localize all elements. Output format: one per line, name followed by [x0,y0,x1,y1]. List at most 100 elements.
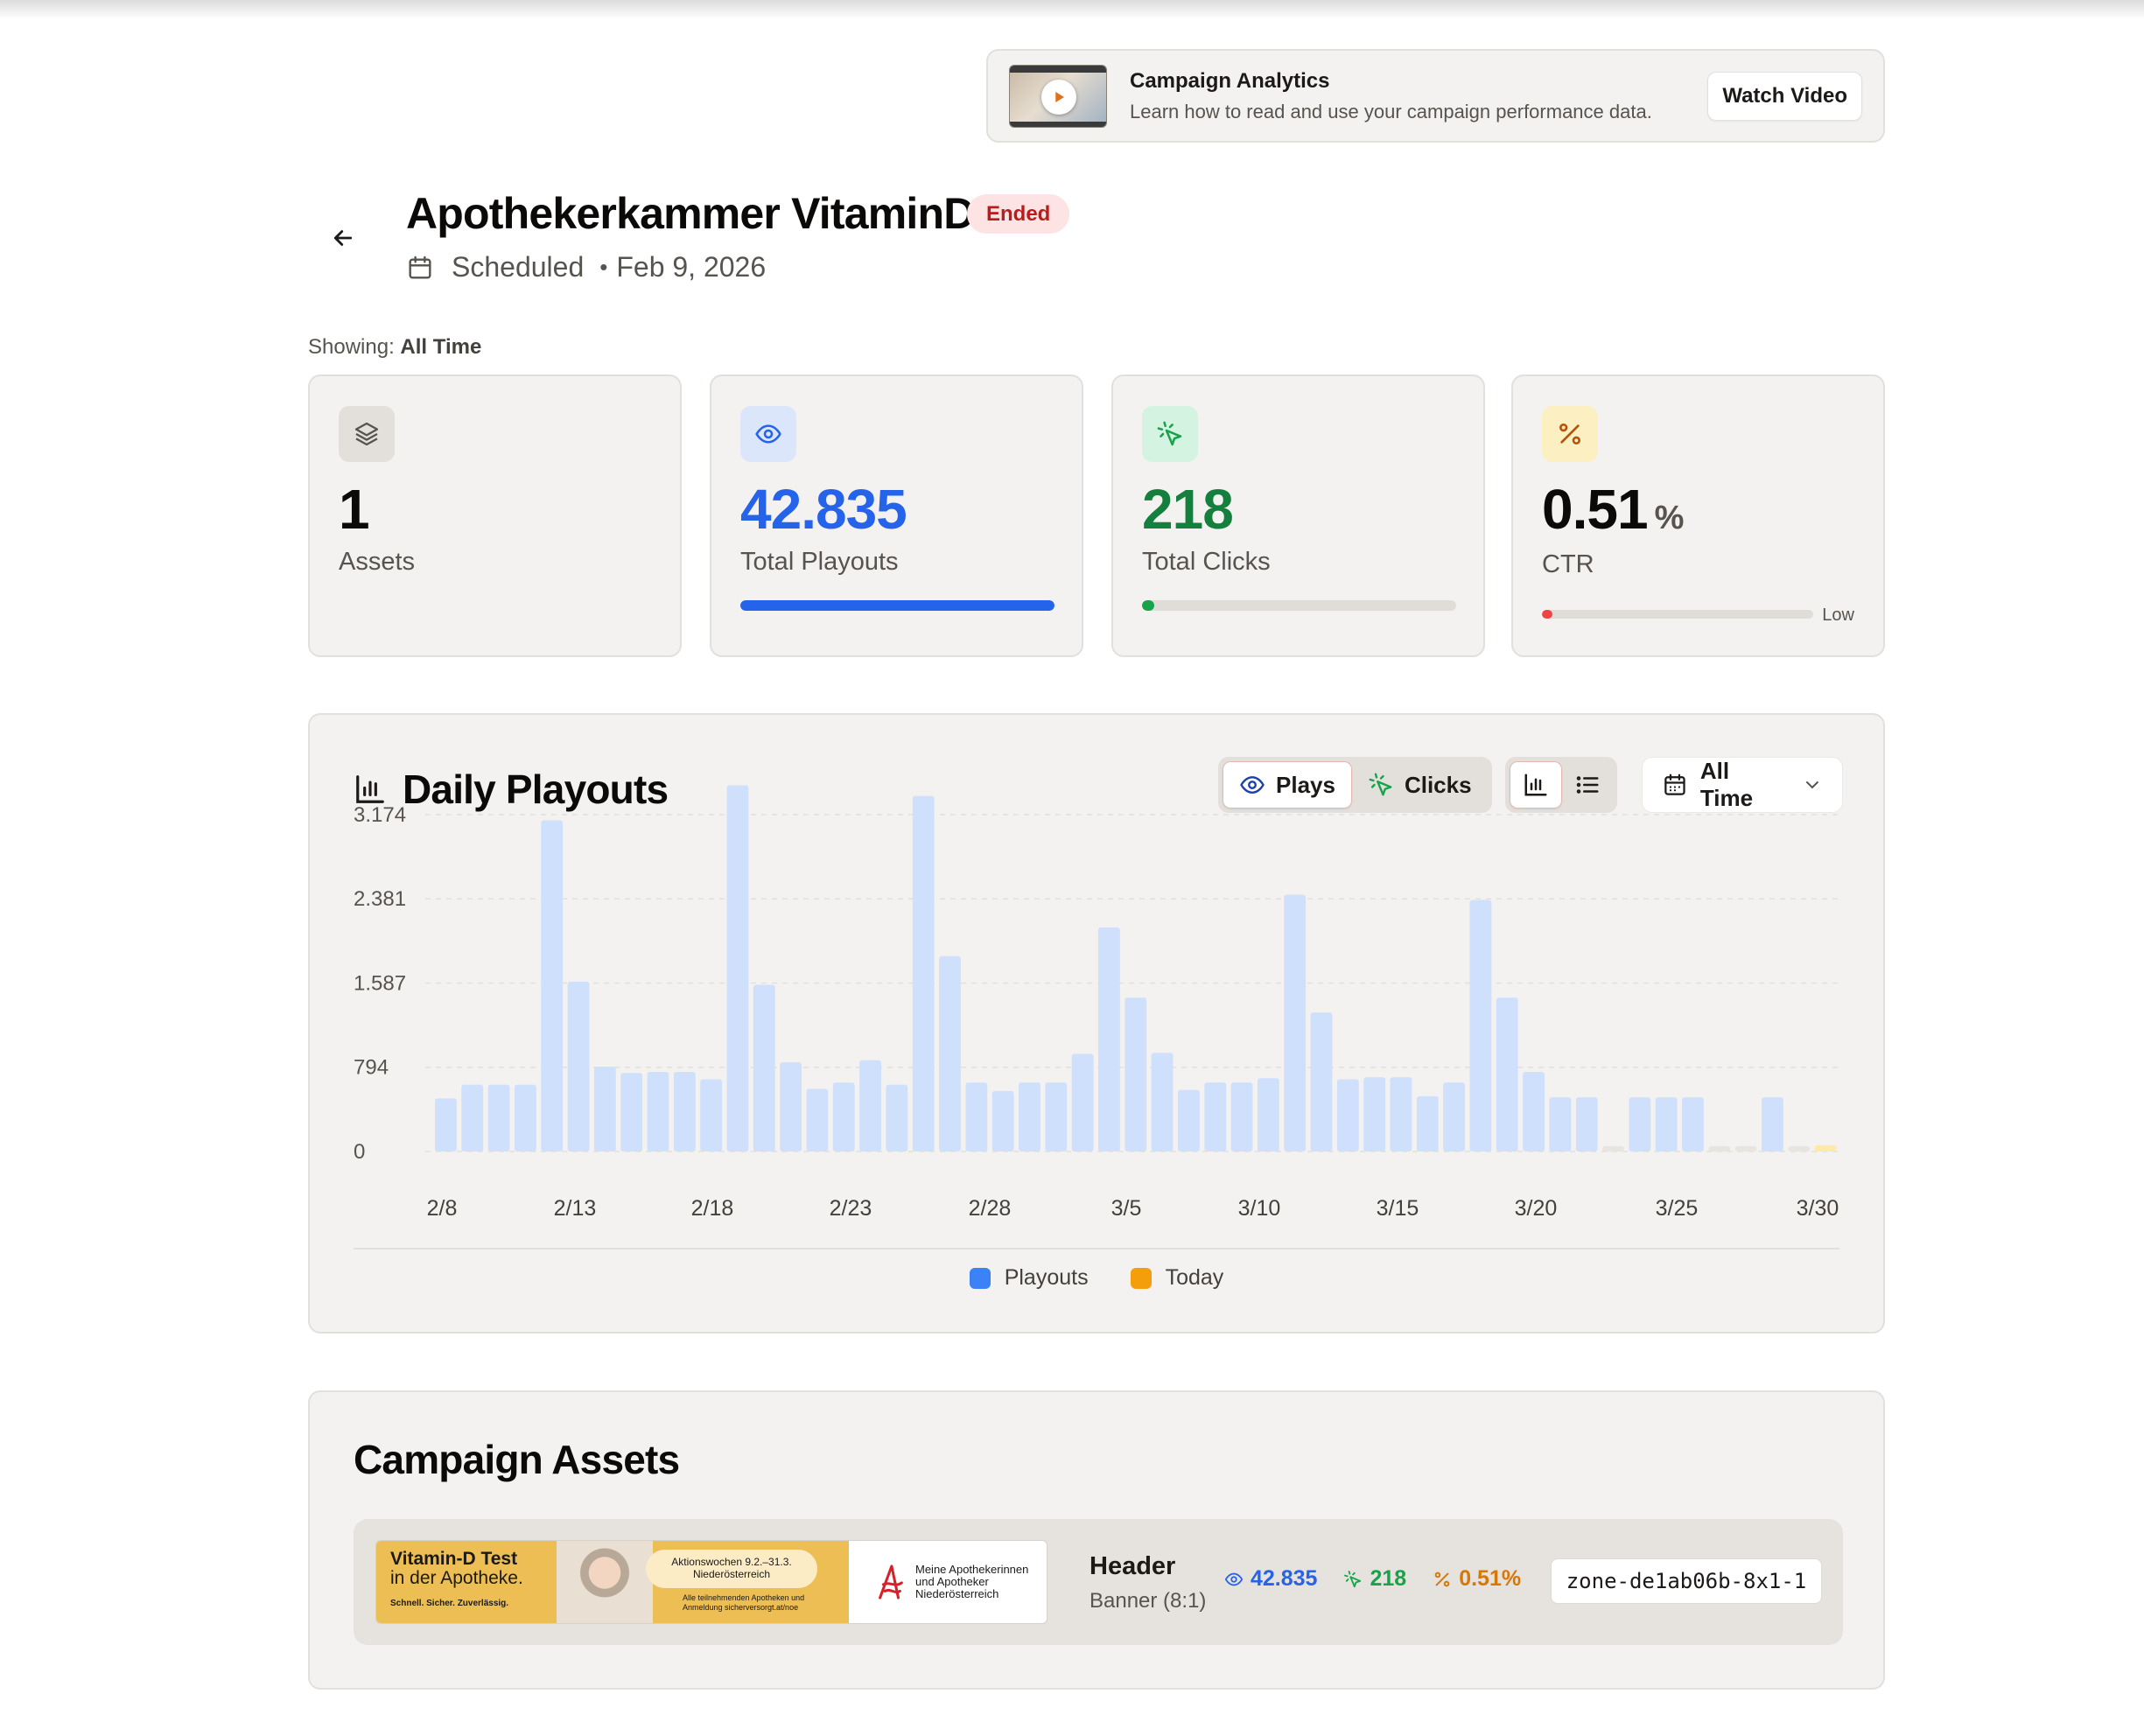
bar-playouts [780,1062,802,1152]
metric-toggle: Plays Clicks [1218,757,1492,813]
ctr-unit: % [1654,500,1685,536]
x-tick-label: 3/30 [1797,1196,1839,1221]
bar-playouts [1575,1097,1598,1152]
bar-playouts [1788,1145,1811,1152]
total-clicks-value: 218 [1142,478,1234,541]
bar-playouts [1443,1082,1466,1152]
bar-view-button[interactable] [1510,761,1562,808]
cursor-click-icon [1344,1570,1362,1587]
list-icon [1576,776,1599,794]
y-tick-label: 1.587 [354,972,406,996]
bar-playouts [620,1073,643,1152]
bar-playouts [939,956,961,1152]
x-tick-label: 3/25 [1656,1196,1699,1221]
chart-legend: Playouts Today [310,1265,1883,1291]
banner-fine-1: Alle teilnehmenden Apotheken und [683,1593,805,1602]
playouts-progress-bar [740,600,1054,611]
campaign-assets-panel: Campaign Assets Vitamin-D Test in der Ap… [308,1390,1885,1690]
calendar-icon [409,256,431,279]
bar-playouts [1469,900,1492,1152]
schedule-label: Scheduled [452,251,585,283]
clicks-card: 218 Total Clicks [1111,374,1485,657]
time-range-select[interactable]: All Time [1642,757,1843,813]
bar-playouts [487,1084,510,1152]
x-tick-label: 2/18 [691,1196,734,1221]
bar-chart-icon [1524,774,1547,796]
play-icon[interactable] [1041,79,1076,115]
back-button[interactable] [326,220,361,256]
bar-playouts [859,1060,881,1152]
bar-playouts [567,981,590,1152]
bar-playouts [1363,1077,1386,1152]
video-thumbnail[interactable] [1009,64,1107,128]
bar-playouts [541,820,564,1152]
y-tick-label: 0 [354,1140,365,1164]
legend-label-playouts: Playouts [1004,1265,1089,1290]
x-tick-label: 2/8 [427,1196,458,1221]
banner-pill-2: Niederösterreich [692,1568,771,1580]
bar-playouts [912,795,935,1152]
x-tick-label: 2/23 [830,1196,872,1221]
asset-ctr-value: 0.51% [1459,1566,1522,1591]
bar-playouts [593,1066,616,1152]
promo-title: Campaign Analytics [1130,68,1330,93]
bar-playouts [1496,998,1518,1152]
bar-playouts [991,1090,1014,1152]
legend-item-today: Today [1130,1265,1223,1291]
bar-playouts [1310,1012,1333,1152]
bar-playouts [700,1079,723,1152]
assets-title: Campaign Assets [354,1437,680,1482]
zone-id-field[interactable]: zone-de1ab06b-8x1-1 [1551,1558,1822,1604]
x-tick-label: 3/15 [1377,1196,1419,1221]
bar-playouts [886,1084,908,1152]
apotheke-logo-icon [879,1564,903,1600]
promo-subtitle: Learn how to read and use your campaign … [1130,100,1652,122]
banner-org-text: Meine Apothekerinnen und Apotheker Niede… [915,1564,1028,1600]
y-tick-label: 2.381 [354,887,406,911]
time-range-value: All Time [1699,758,1754,811]
ctr-level-label: Low [1822,606,1854,625]
asset-plays-value: 42.835 [1251,1566,1318,1591]
banner-headline: Vitamin-D Test in der Apotheke. [390,1550,523,1588]
ctr-card: 0.51% CTR Low [1511,374,1885,657]
clicks-toggle[interactable]: Clicks [1352,761,1488,808]
analytics-video-promo: Campaign Analytics Learn how to read and… [986,49,1885,143]
banner-org-1: Meine Apothekerinnen [915,1563,1029,1576]
legend-item-playouts: Playouts [969,1265,1089,1291]
x-tick-label: 3/5 [1111,1196,1142,1221]
bar-playouts [1629,1097,1651,1152]
banner-org-3: Niederösterreich [915,1587,999,1600]
ctr-value: 0.51 [1542,478,1649,541]
schedule-meta: Scheduled • Feb 9, 2026 [406,251,766,284]
bar-playouts [806,1088,829,1152]
bar-playouts [832,1082,855,1152]
banner-pill: Aktionswochen 9.2.–31.3. Niederösterreic… [646,1550,817,1588]
bar-playouts [1230,1082,1253,1152]
percent-icon [1434,1572,1450,1586]
ctr-label: CTR [1542,550,1594,578]
plays-toggle[interactable]: Plays [1223,761,1352,808]
bar-playouts [461,1084,484,1152]
showing-value: All Time [400,335,482,359]
eye-icon [740,406,796,462]
meta-separator: • [599,254,608,280]
page-title: Apothekerkammer VitaminD [406,189,975,238]
banner-org-2: und Apotheker [915,1575,989,1588]
asset-row[interactable]: Vitamin-D Test in der Apotheke. Schnell.… [354,1519,1843,1645]
bar-playouts [1177,1089,1200,1152]
banner-tagline: Schnell. Sicher. Zuverlässig. [390,1599,509,1608]
bar-playouts [1284,894,1307,1152]
bar-playouts [1125,998,1147,1152]
bar-today [1814,1144,1837,1152]
cursor-click-icon [1369,773,1392,796]
total-playouts-value: 42.835 [740,478,907,541]
bar-playouts [1416,1096,1439,1152]
layers-icon [339,406,395,462]
watch-video-button[interactable]: Watch Video [1707,71,1862,121]
chart-title: Daily Playouts [403,766,669,812]
cursor-click-icon [1142,406,1198,462]
banner-photo [557,1541,653,1623]
asset-name: Header [1090,1552,1176,1580]
ctr-value-wrap: 0.51% [1542,477,1685,542]
list-view-button[interactable] [1562,761,1613,808]
